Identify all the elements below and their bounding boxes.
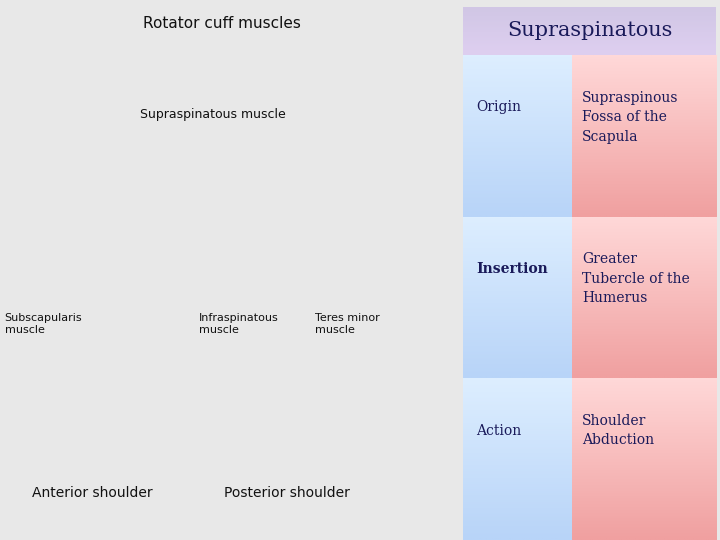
Text: Insertion: Insertion xyxy=(476,262,548,276)
Text: Shoulder
Abduction: Shoulder Abduction xyxy=(582,414,654,448)
Text: Rotator cuff muscles: Rotator cuff muscles xyxy=(143,16,301,31)
Text: Teres minor
muscle: Teres minor muscle xyxy=(315,313,379,335)
Text: Infraspinatous
muscle: Infraspinatous muscle xyxy=(199,313,279,335)
Text: Supraspinatous muscle: Supraspinatous muscle xyxy=(140,108,286,121)
Text: Greater
Tubercle of the
Humerus: Greater Tubercle of the Humerus xyxy=(582,252,690,305)
Text: Subscapularis
muscle: Subscapularis muscle xyxy=(4,313,82,335)
Text: Anterior shoulder: Anterior shoulder xyxy=(32,486,153,500)
Text: Action: Action xyxy=(476,423,521,437)
Text: Posterior shoulder: Posterior shoulder xyxy=(224,486,350,500)
Text: Supraspinatous: Supraspinatous xyxy=(507,22,672,40)
Text: Origin: Origin xyxy=(476,100,521,114)
Text: Supraspinous
Fossa of the
Scapula: Supraspinous Fossa of the Scapula xyxy=(582,91,678,144)
